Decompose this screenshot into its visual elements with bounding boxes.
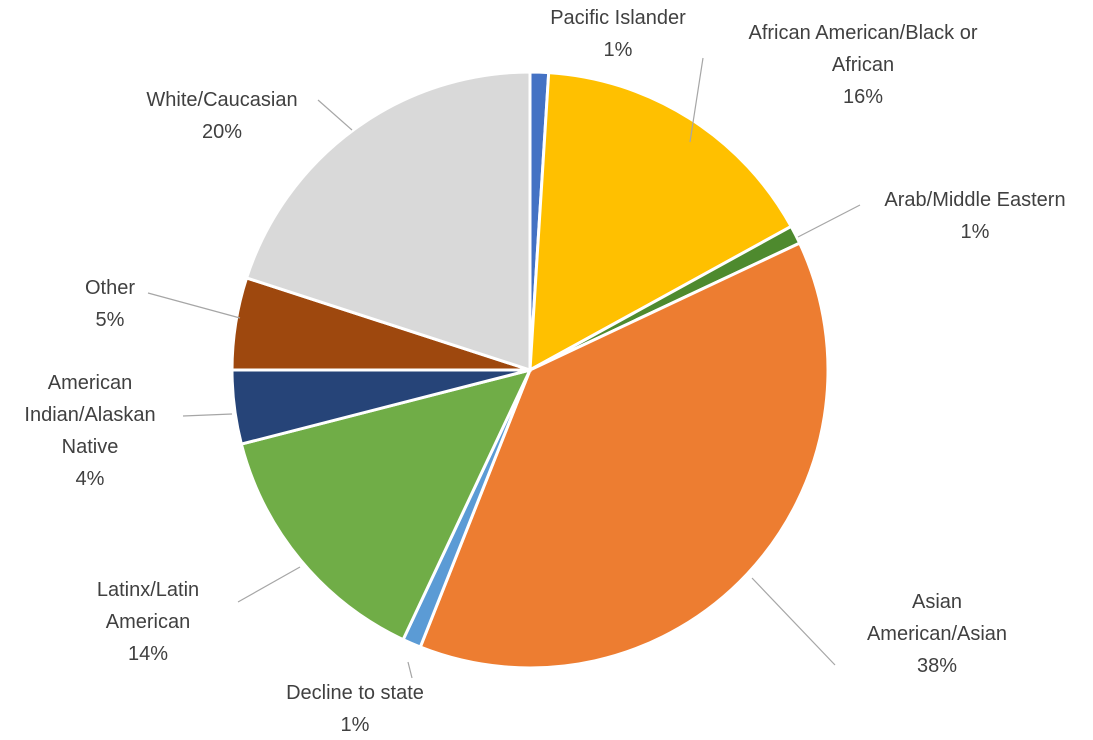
slice-name: White/Caucasian xyxy=(146,89,298,111)
leader-line xyxy=(147,292,241,319)
slice-label: Pacific Islander 1% xyxy=(518,2,718,66)
slice-name: Pacific Islander xyxy=(550,7,686,29)
slice-percent: 5% xyxy=(95,309,125,331)
pie-slice xyxy=(418,241,830,670)
slice-percent: 1% xyxy=(960,221,990,243)
slice-percent: 1% xyxy=(603,39,633,61)
leader-line xyxy=(407,661,413,679)
slice-name: Arab/Middle Eastern xyxy=(884,189,1066,211)
slice-name: Decline to state xyxy=(286,682,424,704)
slice-label: Decline to state 1% xyxy=(255,677,455,740)
slice-name: American Indian/Alaskan Native xyxy=(24,372,156,458)
slice-label: Arab/Middle Eastern 1% xyxy=(855,184,1093,248)
slice-label: White/Caucasian 20% xyxy=(122,84,322,148)
leader-line xyxy=(182,413,233,417)
slice-label: Other 5% xyxy=(50,272,170,336)
pie-slice xyxy=(244,70,532,373)
leader-line xyxy=(317,99,353,131)
pie-slice xyxy=(239,367,533,642)
leader-line xyxy=(751,577,836,666)
slice-name: African American/Black or African xyxy=(748,22,978,76)
slice-percent: 14% xyxy=(127,643,169,665)
slice-label: Asian American/Asian 38% xyxy=(862,586,1012,682)
slice-name: Latinx/Latin American xyxy=(96,579,200,633)
leader-line xyxy=(797,204,861,238)
slice-percent: 1% xyxy=(340,714,370,736)
leader-line xyxy=(237,566,301,603)
slice-percent: 38% xyxy=(916,655,958,677)
leader-line xyxy=(689,57,704,143)
slice-label: American Indian/Alaskan Native 4% xyxy=(20,367,160,495)
slice-name: Other xyxy=(84,277,136,299)
pie-slice xyxy=(528,70,794,373)
slice-percent: 16% xyxy=(842,86,884,108)
slice-label: African American/Black or African 16% xyxy=(718,17,1008,113)
slice-percent: 4% xyxy=(75,468,105,490)
slice-percent: 20% xyxy=(201,121,243,143)
slice-label: Latinx/Latin American 14% xyxy=(83,574,213,670)
slice-name: Asian American/Asian xyxy=(866,591,1008,645)
